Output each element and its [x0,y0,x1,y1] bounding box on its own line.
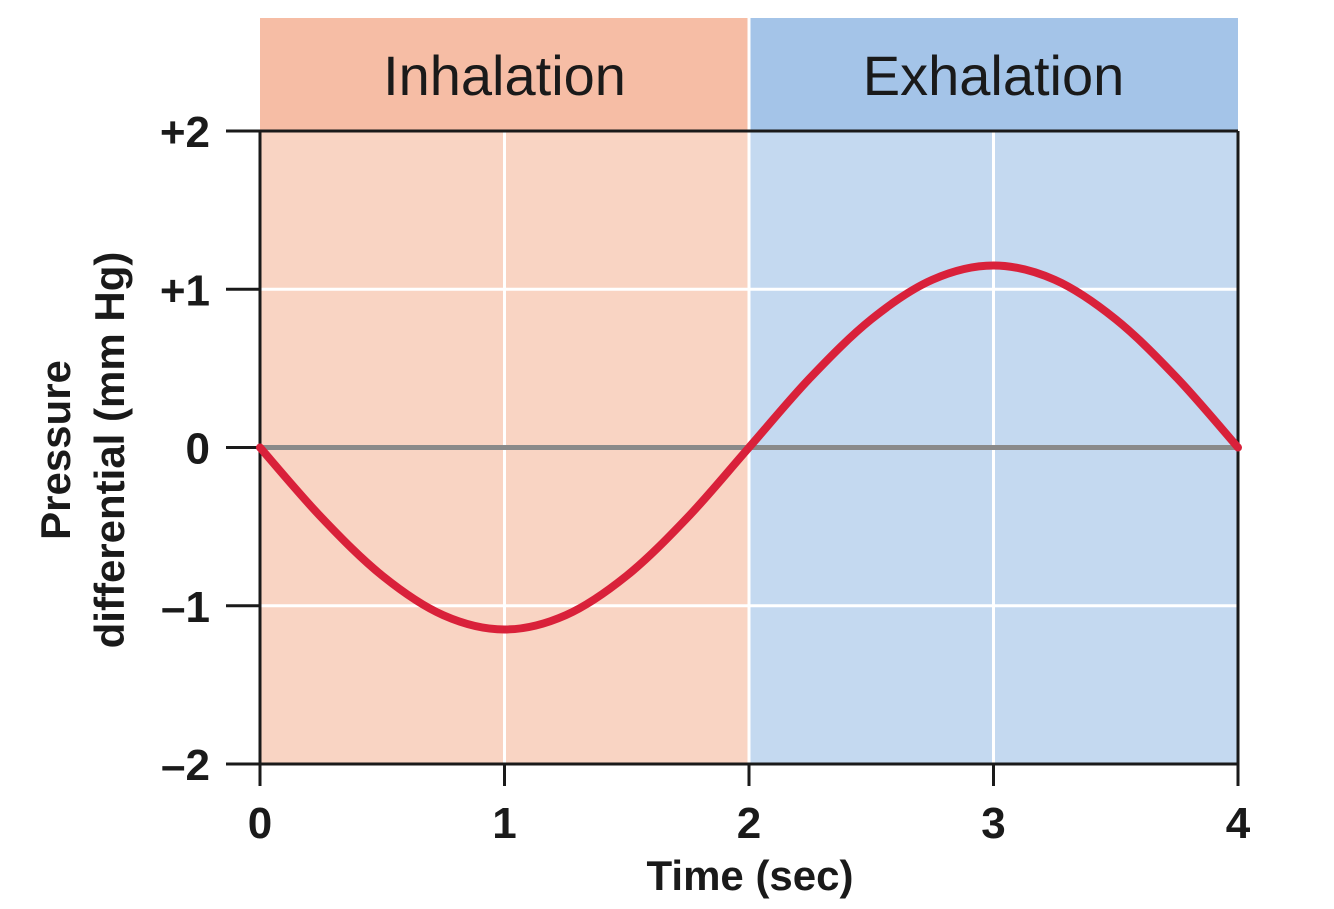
phase-header-exhalation [749,18,1238,131]
x-tick-label-4: 4 [1226,799,1251,848]
x-tick-label-2: 2 [737,799,761,848]
x-tick-labels: 0 1 2 3 4 [248,799,1251,848]
x-tick-label-0: 0 [248,799,272,848]
axes [226,129,1240,786]
y-tick-label-1: +1 [160,266,210,315]
phase-label-inhalation: Inhalation [383,44,626,107]
phase-label-exhalation: Exhalation [863,44,1125,107]
y-axis-title-line2: differential (mm Hg) [86,252,133,649]
x-tick-label-3: 3 [981,799,1005,848]
phase-headers: Inhalation Exhalation [260,18,1238,764]
x-axis-title: Time (sec) [647,852,854,899]
y-axis-title-line1: Pressure [32,360,79,540]
series-line-0 [256,261,1242,634]
y-tick-label--1: –1 [161,583,210,632]
phase-header-inhalation [260,18,749,131]
x-tick-label-1: 1 [492,799,516,848]
y-tick-label-0: 0 [186,425,210,474]
curve [256,261,1242,634]
y-tick-label-2: +2 [160,108,210,157]
y-tick-labels: +2 +1 0 –1 –2 [160,108,210,790]
y-tick-label--2: –2 [161,741,210,790]
